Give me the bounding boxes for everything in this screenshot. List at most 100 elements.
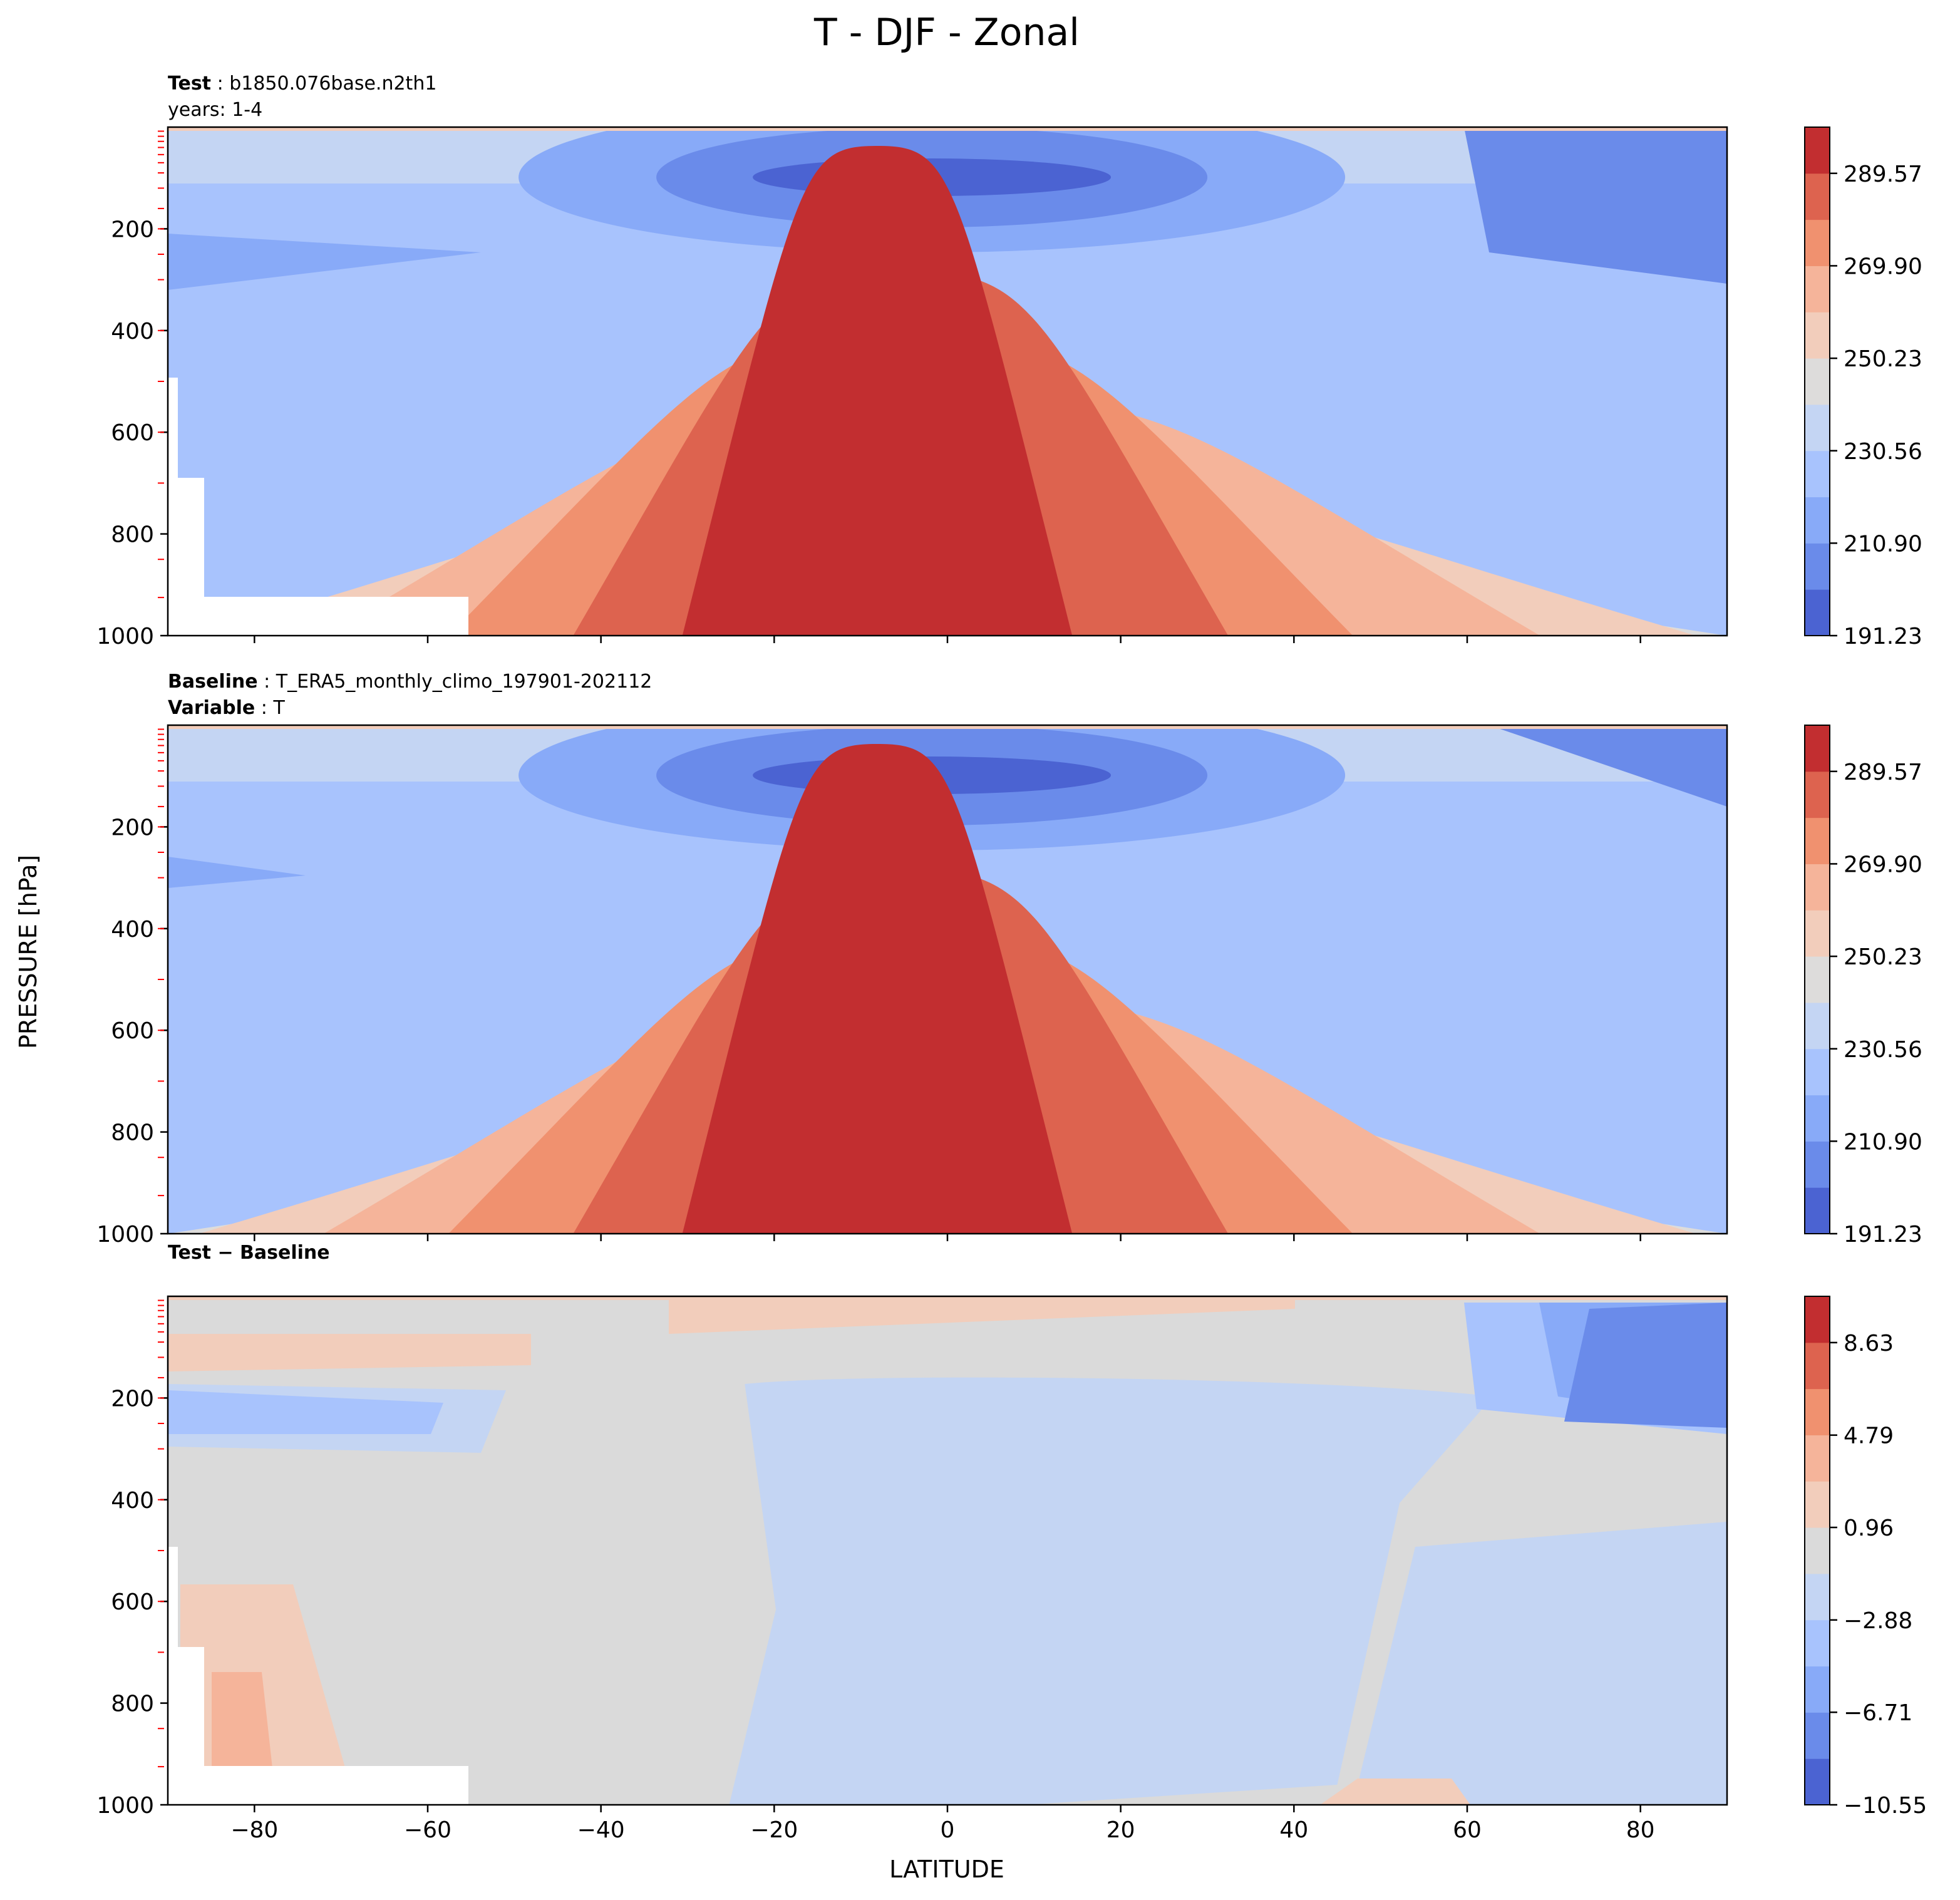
y-axis-label: PRESSURE [hPa] [14, 855, 42, 1049]
panel-header-bold: Test [168, 73, 211, 95]
colorbar-tick-label: −6.71 [1844, 1700, 1912, 1726]
colorbar-band [1805, 1048, 1830, 1096]
colorbar-tick-label: 191.23 [1844, 1222, 1922, 1247]
panel-test: Test : b1850.076base.n2th1 years: 1-4 200 4… [96, 73, 1922, 649]
x-tick-label: 20 [1106, 1817, 1135, 1843]
x-tick-label: −20 [750, 1817, 798, 1843]
colorbar-band [1805, 1712, 1830, 1759]
colorbar: −10.55 −6.71 −2.88 0.96 4.79 8.63 [1804, 1296, 1927, 1819]
contour-field [168, 725, 1727, 1234]
colorbar-band [1805, 1388, 1830, 1435]
colorbar-band [1805, 1573, 1830, 1621]
colorbar-band [1805, 1758, 1830, 1805]
x-tick-label: −60 [404, 1817, 451, 1843]
colorbar-band [1805, 1435, 1830, 1482]
colorbar-tick-label: 269.90 [1844, 254, 1922, 279]
panel-header-text: T [272, 697, 285, 719]
colorbar-band [1805, 497, 1830, 544]
panel-header-line: years: 1-4 [168, 99, 262, 121]
colorbar-band [1805, 1666, 1830, 1713]
colorbar-band [1805, 1481, 1830, 1528]
panel-header-bold: Variable [168, 697, 255, 719]
colorbar-band [1805, 543, 1830, 590]
panel-header-text: T_ERA5_monthly_climo_197901-202112 [276, 671, 652, 693]
x-tick-label: 0 [941, 1817, 955, 1843]
panel-header-text: years: 1-4 [168, 99, 262, 121]
panel-header-text: b1850.076base.n2th1 [229, 73, 436, 95]
colorbar-band [1805, 266, 1830, 312]
x-tick-label: −80 [230, 1817, 278, 1843]
colorbar-band [1805, 1619, 1830, 1667]
y-tick-label: 800 [111, 1120, 154, 1146]
colorbar-band [1805, 771, 1830, 818]
colorbar-tick-label: 289.57 [1844, 162, 1922, 187]
colorbar-band [1805, 312, 1830, 359]
colorbar-tick-label: 191.23 [1844, 624, 1922, 649]
colorbar-band [1805, 127, 1830, 174]
colorbar-band [1805, 589, 1830, 636]
colorbar: 191.23 210.90 230.56 250.23 269.90 289.57 [1804, 725, 1922, 1247]
colorbar-tick-label: −2.88 [1844, 1608, 1912, 1634]
figure-title: T - DJF - Zonal [813, 11, 1080, 54]
colorbar-tick-label: 269.90 [1844, 852, 1922, 877]
panel-header-bold: Baseline [168, 671, 258, 693]
y-tick-label: 200 [111, 217, 154, 242]
colorbar-band [1805, 956, 1830, 1003]
y-tick-label: 400 [111, 319, 154, 344]
colorbar-band [1805, 358, 1830, 405]
colorbar-band [1805, 864, 1830, 911]
colorbar-frame [1804, 1296, 1830, 1805]
y-tick-label: 200 [111, 815, 154, 840]
colorbar-band [1805, 219, 1830, 266]
colorbar-band [1805, 1187, 1830, 1234]
y-tick-label: 1000 [96, 1793, 154, 1819]
x-tick-label: 60 [1453, 1817, 1482, 1843]
colorbar-tick-label: −10.55 [1844, 1793, 1927, 1819]
colorbar-band [1805, 1296, 1830, 1343]
colorbar-band [1805, 1002, 1830, 1050]
colorbar: 191.23 210.90 230.56 250.23 269.90 289.57 [1804, 126, 1922, 649]
x-tick-label: −40 [577, 1817, 625, 1843]
panel-header-line: Test − Baseline [168, 1242, 330, 1264]
colorbar-band [1805, 1141, 1830, 1188]
y-tick-label: 600 [111, 420, 154, 446]
y-tick-label: 200 [111, 1386, 154, 1412]
colorbar-band [1805, 404, 1830, 452]
colorbar-band [1805, 910, 1830, 957]
colorbar-band [1805, 1095, 1830, 1142]
colorbar-tick-label: 230.56 [1844, 439, 1922, 465]
panel-header-sep: : [211, 73, 229, 95]
colorbar-band [1805, 725, 1830, 772]
y-tick-label: 800 [111, 1691, 154, 1717]
panel-baseline: Baseline : T_ERA5_monthly_climo_197901-2… [96, 671, 1922, 1247]
y-tick-label: 400 [111, 917, 154, 942]
panel-header-line: Baseline : T_ERA5_monthly_climo_197901-2… [168, 671, 652, 693]
colorbar-tick-label: 289.57 [1844, 760, 1922, 785]
colorbar-tick-label: 210.90 [1844, 1129, 1922, 1155]
colorbar-tick-label: 250.23 [1844, 346, 1922, 372]
y-tick-label: 400 [111, 1488, 154, 1514]
y-tick-label: 1000 [96, 1222, 154, 1247]
colorbar-frame [1804, 725, 1830, 1234]
colorbar-tick-label: 8.63 [1844, 1331, 1894, 1356]
y-tick-label: 800 [111, 522, 154, 548]
colorbar-band [1805, 1527, 1830, 1574]
x-tick-label: 40 [1279, 1817, 1308, 1843]
colorbar-tick-label: 250.23 [1844, 944, 1922, 970]
colorbar-tick-label: 210.90 [1844, 531, 1922, 557]
colorbar-band [1805, 450, 1830, 498]
colorbar-tick-label: 0.96 [1844, 1515, 1894, 1541]
y-tick-label: 600 [111, 1018, 154, 1044]
colorbar-frame [1804, 126, 1830, 636]
y-tick-label: 600 [111, 1589, 154, 1615]
y-tick-label: 1000 [96, 624, 154, 649]
x-tick-label: 80 [1626, 1817, 1655, 1843]
colorbar-tick-label: 4.79 [1844, 1423, 1894, 1449]
colorbar-band [1805, 1342, 1830, 1390]
colorbar-tick-label: 230.56 [1844, 1037, 1922, 1063]
panel-header-sep: : [258, 671, 276, 693]
colorbar-band [1805, 173, 1830, 220]
